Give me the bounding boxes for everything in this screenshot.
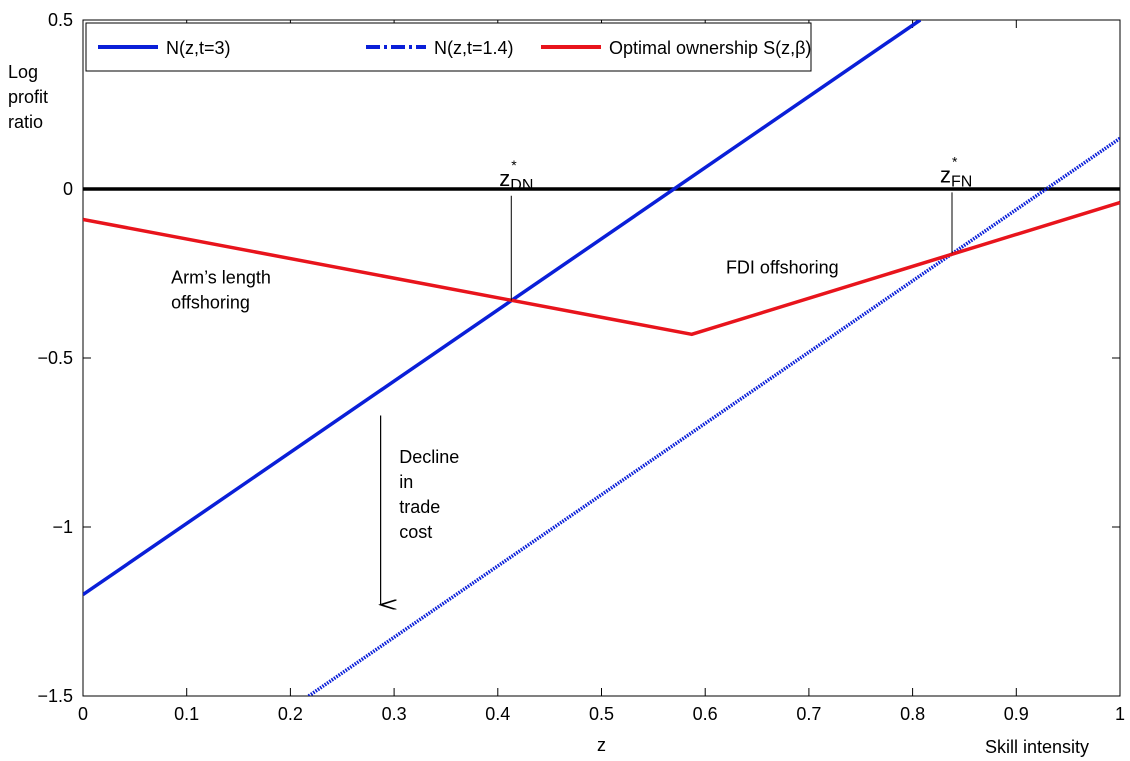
annotation-2: Decline [399,447,459,467]
annotation-0: Arm’s length [171,268,271,288]
marker-sub: FN [951,173,972,190]
y-axis-label: profit [8,87,48,107]
x-axis-secondary-label: Skill intensity [985,737,1089,757]
legend-box [85,22,812,72]
legend-label-1: N(z,t=1.4) [434,38,514,58]
legend-label-2: Optimal ownership S(z,β) [609,38,811,58]
plot-area [83,20,1120,696]
annotation-2: trade [399,497,440,517]
x-axis-label: z [597,735,606,755]
legend-label-0: N(z,t=3) [166,38,231,58]
y-axis-label: ratio [8,112,43,132]
annotation-0: offshoring [171,293,250,313]
marker-label-fn: z [940,162,951,187]
x-tick-label: 0 [78,704,88,724]
x-tick-label: 0.7 [796,704,821,724]
x-tick-label: 0.2 [278,704,303,724]
y-tick-label: 0.5 [48,10,73,30]
x-tick-label: 0.1 [174,704,199,724]
x-tick-label: 0.4 [485,704,510,724]
marker-sub: DN [510,177,533,194]
x-tick-label: 0.3 [382,704,407,724]
marker-label-dn: z [499,166,510,191]
x-tick-label: 0.6 [693,704,718,724]
x-tick-label: 1 [1115,704,1125,724]
y-axis-label: Log [8,62,38,82]
x-tick-label: 0.8 [900,704,925,724]
x-tick-label: 0.9 [1004,704,1029,724]
series-line-2 [83,200,1120,337]
annotation-1: FDI offshoring [726,258,839,278]
series-line-1 [307,136,1120,696]
series-line-0 [83,20,922,597]
y-tick-label: −0.5 [37,348,73,368]
y-tick-label: −1 [52,517,73,537]
annotation-2: in [399,472,413,492]
x-tick-label: 0.5 [589,704,614,724]
marker-sup: * [511,157,517,173]
annotation-2: cost [399,522,432,542]
marker-sup: * [952,153,958,169]
y-tick-label: −1.5 [37,686,73,706]
y-tick-label: 0 [63,179,73,199]
